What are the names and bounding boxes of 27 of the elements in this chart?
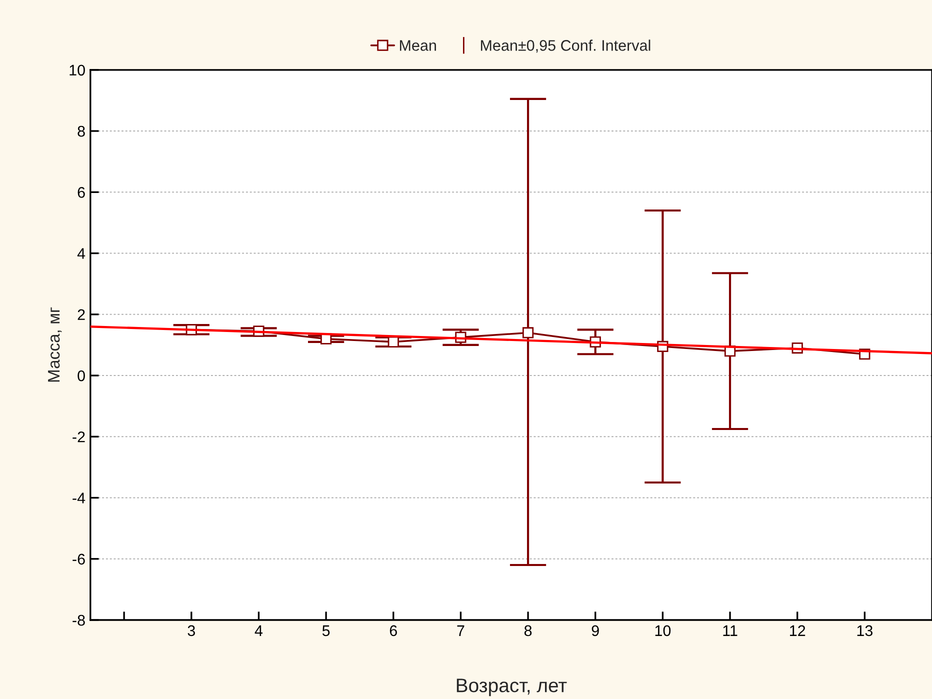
x-tick-label: 9 — [592, 625, 599, 636]
y-tick-label: 8 — [78, 126, 85, 137]
text: Mean±0,95 Conf. Interval — [480, 40, 650, 53]
y-tick-label: 4 — [77, 248, 86, 259]
x-tick-label: 7 — [457, 625, 464, 636]
y-tick-label: -6 — [72, 554, 85, 565]
y-tick-label: 10 — [70, 64, 85, 76]
y-tick-label: -8 — [72, 614, 85, 626]
y-tick-label: -2 — [72, 432, 85, 442]
x-tick-label: 4 — [254, 625, 263, 636]
y-tick-label: 2 — [78, 309, 85, 320]
x-tick-label: 12 — [790, 625, 806, 636]
x-tick-label: 8 — [524, 625, 532, 636]
point — [522, 327, 534, 338]
legend-label: Mean — [400, 40, 436, 51]
x-tick-label: 10 — [655, 625, 671, 636]
y-tick-label: 6 — [78, 187, 85, 198]
x-tick-label: 6 — [390, 625, 397, 636]
y-axis-title: Масса, мг — [48, 307, 62, 382]
x-axis-title: Возраст, лет — [456, 678, 567, 696]
y-tick-label: 0 — [78, 370, 85, 382]
y-tick-label: -4 — [72, 492, 86, 504]
x-tick-label: 5 — [322, 625, 330, 636]
x-tick-label: 13 — [857, 625, 872, 636]
point — [388, 336, 399, 348]
x-tick-label: 3 — [188, 625, 195, 636]
x-tick-label: 11 — [723, 625, 738, 636]
